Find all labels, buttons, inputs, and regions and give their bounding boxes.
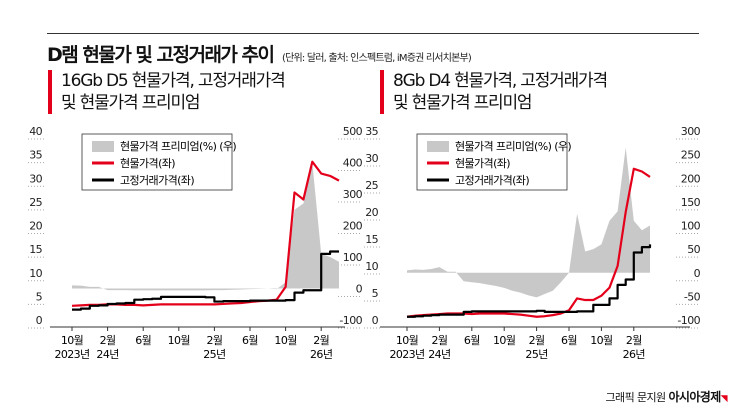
c2-xtick-month: 2월 xyxy=(431,334,447,347)
c1-ytick-right: 400 xyxy=(343,157,363,170)
c2-ytick-left: 0 xyxy=(372,314,379,327)
c1-xtick-month: 10월 xyxy=(168,334,191,347)
c1-xtick-year: 2023년 xyxy=(54,348,89,361)
c1-ytick-left: 25 xyxy=(29,196,42,209)
c1-premium-area xyxy=(72,162,339,291)
c2-legend-label: 고정거래가격(좌) xyxy=(455,174,529,187)
c1-xtick-month: 10월 xyxy=(61,334,84,347)
c2-xtick-month: 2월 xyxy=(626,334,642,347)
c1-ytick-left: 10 xyxy=(29,267,42,280)
c1-ytick-left: 30 xyxy=(29,172,42,185)
c2-ytick-left: 35 xyxy=(365,125,378,138)
credit: 그래픽 문지원 아시아경제◥ xyxy=(605,388,728,405)
chart2-title-line1: 8Gb D4 현물가격, 고정거래가격 xyxy=(393,71,608,91)
c2-xtick-month: 10월 xyxy=(396,334,419,347)
c2-xtick-year: 26년 xyxy=(623,348,645,361)
c2-ytick-right: 300 xyxy=(681,125,701,138)
c1-ytick-left: 35 xyxy=(29,149,42,162)
c2-legend-label: 현물가격(좌) xyxy=(455,157,510,170)
c2-xtick-month: 2월 xyxy=(529,334,545,347)
c2-xtick-year: 2023년 xyxy=(389,348,424,361)
c2-xtick-year: 25년 xyxy=(525,348,547,361)
c1-xtick-year: 25년 xyxy=(203,348,225,361)
c2-ytick-right: 0 xyxy=(694,267,701,280)
c1-ytick-right: 200 xyxy=(343,220,363,233)
c1-ytick-right: 100 xyxy=(343,251,363,264)
c1-ytick-left: 15 xyxy=(29,243,42,256)
chart1-title-line2: 및 현물가격 프리미엄 xyxy=(61,93,201,113)
brand-logo: 아시아경제 xyxy=(668,390,721,404)
c1-fixed-price-line xyxy=(72,250,339,311)
chart1-title: 16Gb D5 현물가격, 고정거래가격 및 현물가격 프리미엄 xyxy=(48,70,286,114)
c1-xtick-month: 10월 xyxy=(274,334,297,347)
c2-ytick-left: 20 xyxy=(365,206,378,219)
c2-xtick-month: 6월 xyxy=(464,334,480,347)
c2-xtick-month: 10월 xyxy=(493,334,516,347)
c1-xtick-year: 26년 xyxy=(310,348,332,361)
c2-fixed-price-line xyxy=(407,244,652,318)
c2-xtick-month: 6월 xyxy=(561,334,577,347)
c2-ytick-right: 150 xyxy=(681,196,701,209)
c2-legend-swatch-premium xyxy=(427,141,449,152)
c1-xtick-month: 6월 xyxy=(135,334,151,347)
c1-legend-label: 현물가격(좌) xyxy=(120,157,175,170)
c2-xtick-year: 24년 xyxy=(428,348,450,361)
chart2-title-line2: 및 현물가격 프리미엄 xyxy=(393,93,533,113)
c2-premium-area xyxy=(407,147,650,298)
c2-ytick-left: 25 xyxy=(365,179,378,192)
c1-ytick-left: 0 xyxy=(36,314,43,327)
c1-xtick-month: 2월 xyxy=(100,334,116,347)
c2-xtick-month: 10월 xyxy=(590,334,613,347)
c1-ytick-left: 40 xyxy=(29,125,42,138)
c1-ytick-right: 500 xyxy=(343,125,363,138)
c2-ytick-left: 30 xyxy=(365,152,378,165)
c2-ytick-right: -100 xyxy=(677,314,700,327)
c2-ytick-left: 15 xyxy=(365,233,378,246)
c2-ytick-right: -50 xyxy=(684,290,701,303)
c2-ytick-right: 200 xyxy=(681,172,701,185)
c1-xtick-month: 6월 xyxy=(242,334,258,347)
credit-label: 그래픽 문지원 xyxy=(605,391,667,404)
c1-legend-label: 현물가격 프리미엄(%) (우) xyxy=(120,140,236,153)
c1-xtick-month: 2월 xyxy=(313,334,329,347)
c1-ytick-right: 0 xyxy=(356,283,363,296)
c2-ytick-right: 50 xyxy=(687,243,700,256)
c2-ytick-right: 250 xyxy=(681,149,701,162)
c2-legend-label: 현물가격 프리미엄(%) (우) xyxy=(455,140,571,153)
top-divider xyxy=(47,33,699,34)
c1-ytick-right: -100 xyxy=(339,314,362,327)
c2-ytick-left: 5 xyxy=(372,287,379,300)
c1-ytick-left: 5 xyxy=(36,290,43,303)
c2-ytick-right: 100 xyxy=(681,220,701,233)
c1-legend-label: 고정거래가격(좌) xyxy=(120,174,194,187)
chart2-title: 8Gb D4 현물가격, 고정거래가격 및 현물가격 프리미엄 xyxy=(380,70,608,114)
page-title: D램 현물가 및 고정거래가 추이 xyxy=(47,44,275,66)
c1-legend-swatch-premium xyxy=(92,141,114,152)
chart1-title-line1: 16Gb D5 현물가격, 고정거래가격 xyxy=(61,71,286,91)
c1-xtick-year: 24년 xyxy=(96,348,118,361)
c1-ytick-right: 300 xyxy=(343,188,363,201)
c1-xtick-month: 2월 xyxy=(206,334,222,347)
unit-source: (단위: 달러, 출처: 인스펙트럼, iM증권 리서치본부) xyxy=(282,53,472,64)
brand-mark-icon: ◥ xyxy=(720,394,728,404)
c2-ytick-left: 10 xyxy=(365,260,378,273)
c1-ytick-left: 20 xyxy=(29,220,42,233)
